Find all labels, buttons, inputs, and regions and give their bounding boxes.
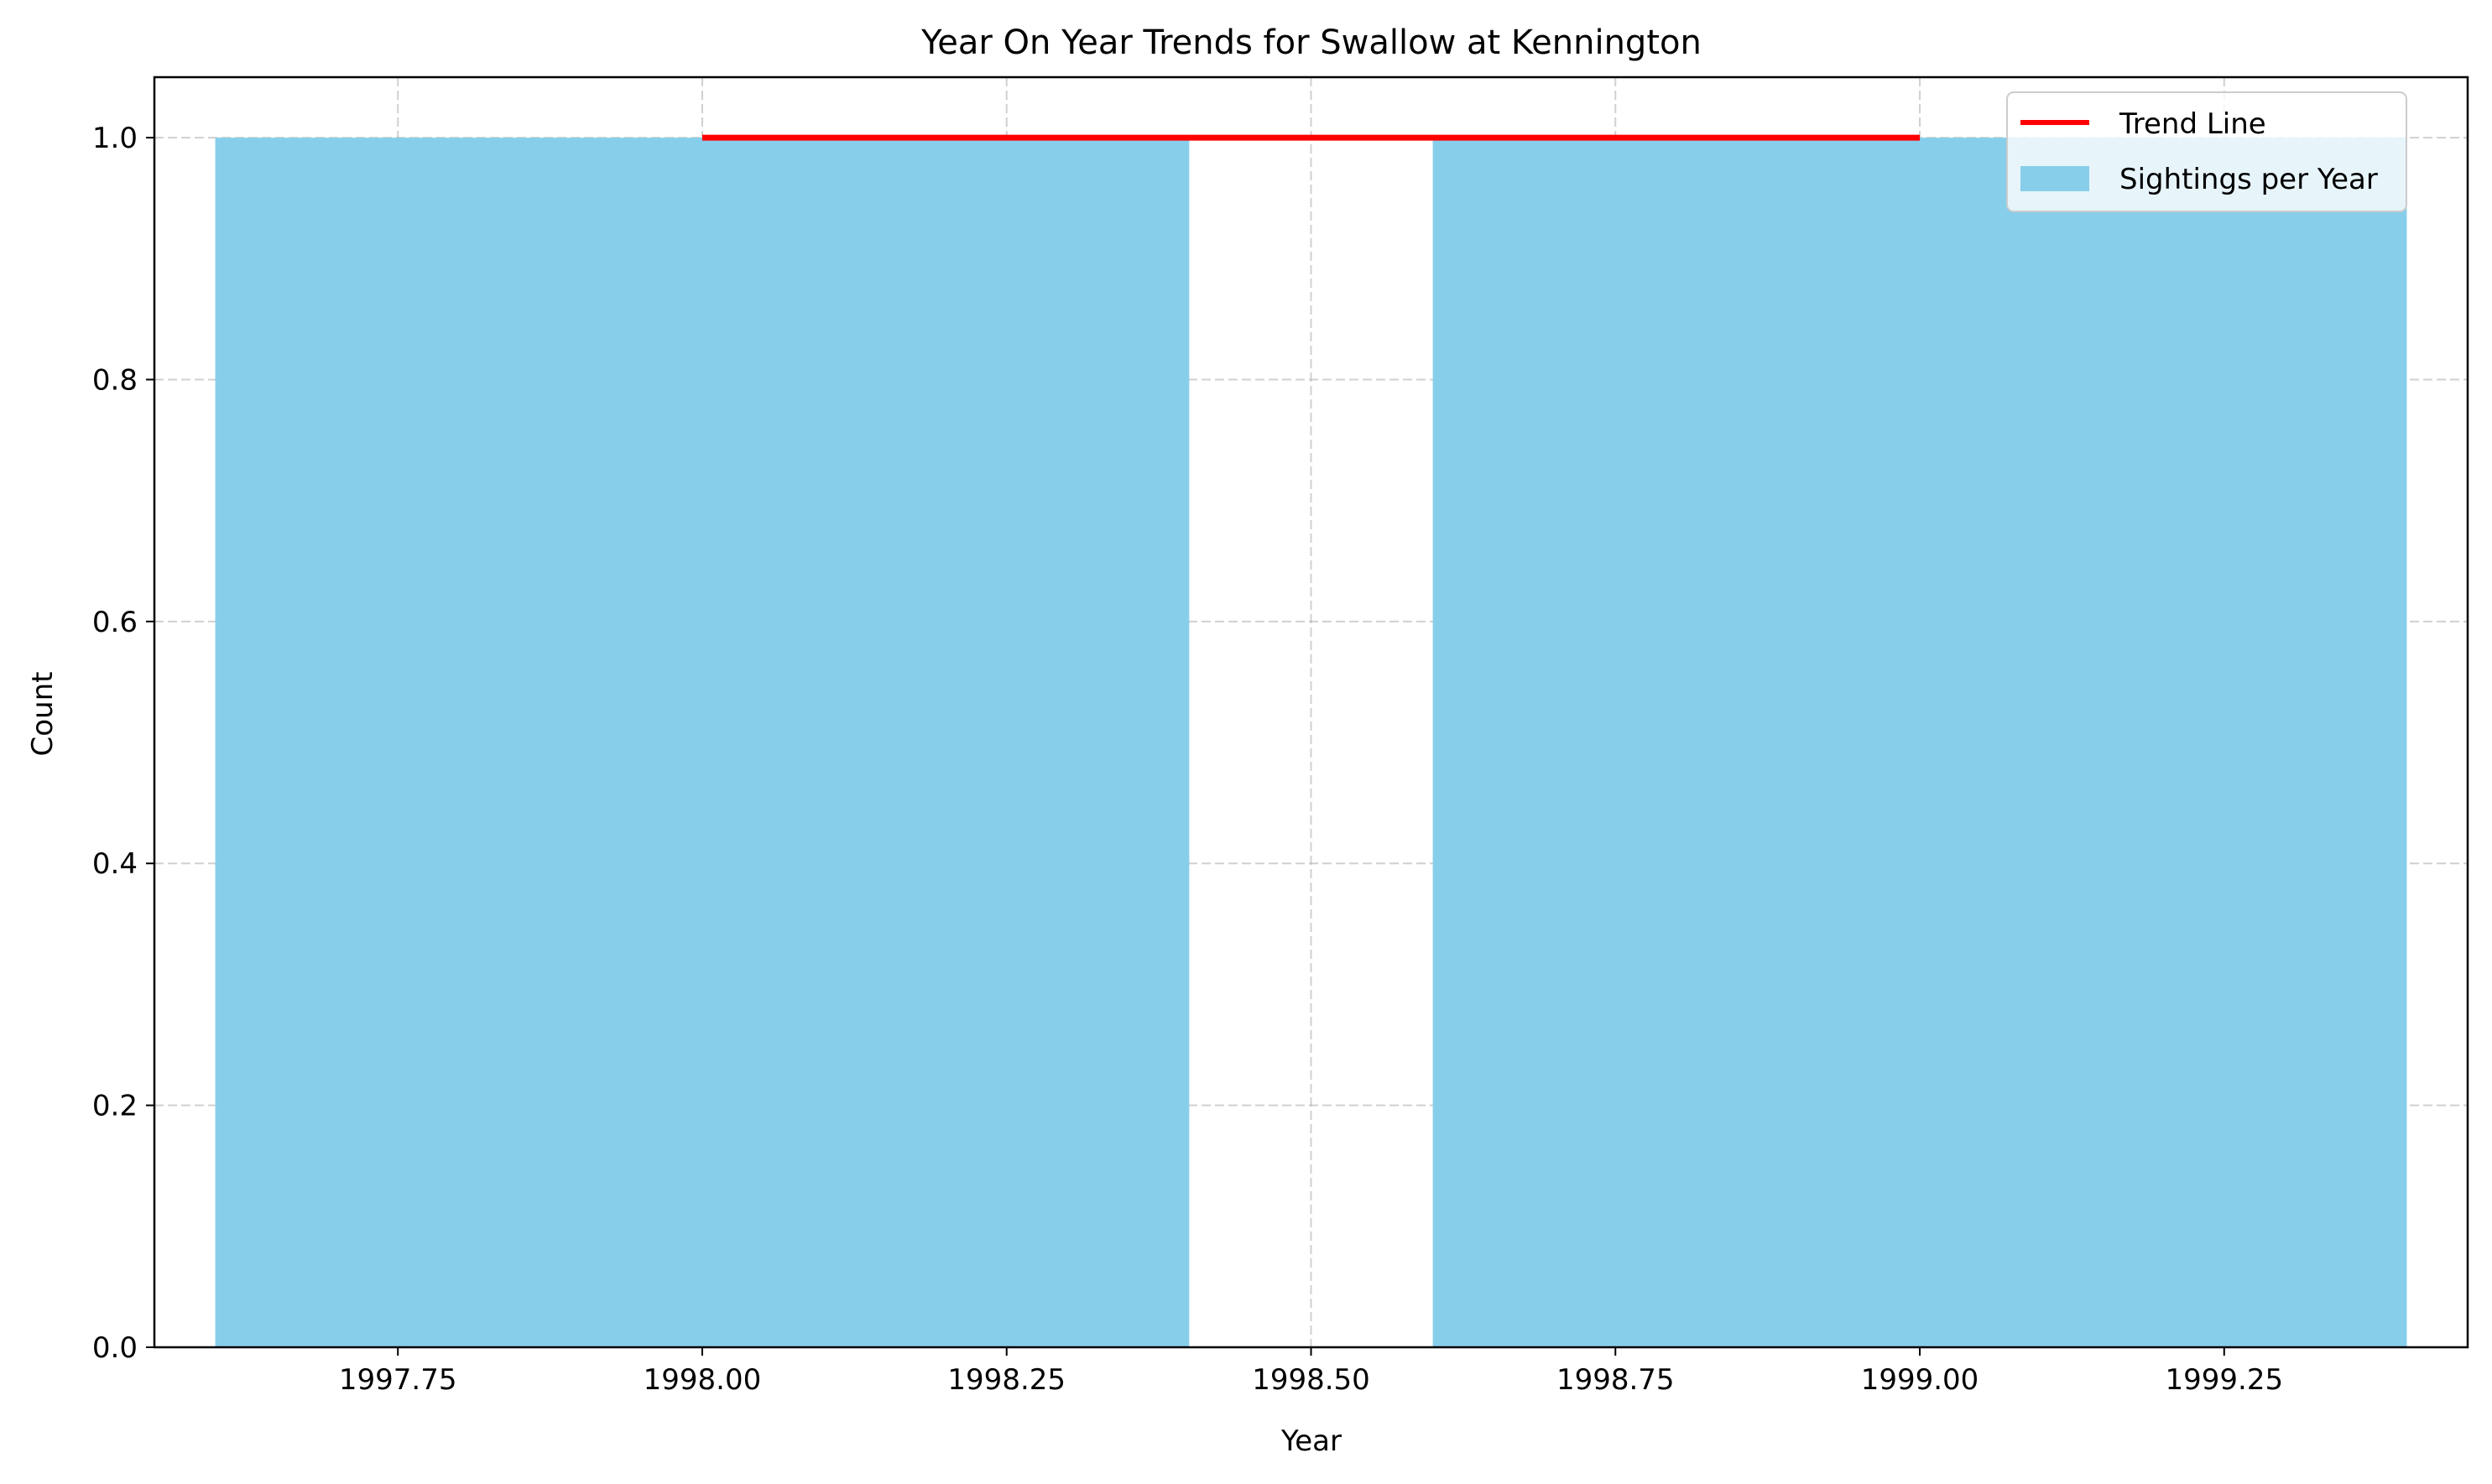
legend-sightings-label: Sightings per Year bbox=[2119, 163, 2378, 196]
chart-title: Year On Year Trends for Swallow at Kenni… bbox=[920, 23, 1702, 62]
legend: Trend Line Sightings per Year bbox=[2006, 91, 2407, 212]
x-tick-label: 1998.25 bbox=[947, 1363, 1066, 1397]
x-tick-label: 1999.25 bbox=[2165, 1363, 2283, 1397]
y-axis-label: Count bbox=[26, 672, 60, 757]
x-tick-label: 1997.75 bbox=[339, 1363, 457, 1397]
x-tick-label: 1998.75 bbox=[1556, 1363, 1675, 1397]
x-axis-label: Year bbox=[1280, 1424, 1342, 1458]
legend-frame bbox=[2006, 91, 2407, 212]
y-tick-label: 0.8 bbox=[92, 363, 138, 397]
bars bbox=[215, 138, 2407, 1348]
y-tick-label: 0.6 bbox=[92, 606, 138, 639]
y-tick-label: 0.4 bbox=[92, 847, 138, 881]
bar-sightings-1999 bbox=[1432, 138, 2407, 1348]
legend-trend-line-label: Trend Line bbox=[2119, 107, 2266, 141]
x-tick-label: 1998.50 bbox=[1252, 1363, 1370, 1397]
ticks: 1997.75 1998.00 1998.25 1998.50 1998.75 1999.… bbox=[92, 122, 2283, 1397]
legend-sightings-swatch bbox=[2020, 166, 2089, 191]
y-tick-label: 0.2 bbox=[92, 1090, 138, 1123]
bar-sightings-1998 bbox=[215, 138, 1190, 1348]
x-tick-label: 1998.00 bbox=[644, 1363, 762, 1397]
x-tick-label: 1999.00 bbox=[1861, 1363, 1979, 1397]
y-tick-label: 1.0 bbox=[92, 122, 138, 155]
y-tick-label: 0.0 bbox=[92, 1331, 138, 1365]
